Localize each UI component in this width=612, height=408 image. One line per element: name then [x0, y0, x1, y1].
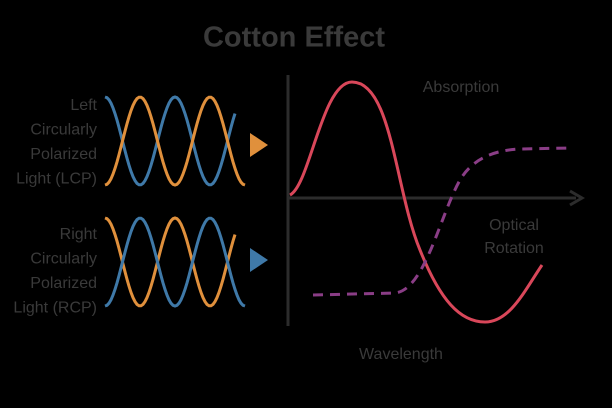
wave [104, 95, 246, 187]
label-line: Light (RCP) [13, 300, 97, 317]
rcp-arrow [250, 248, 268, 272]
optical-rotation-label: Rotation [484, 240, 544, 257]
wave [104, 95, 237, 187]
wave [104, 216, 237, 308]
title: Cotton Effect [203, 22, 385, 54]
x-axis-arrow [569, 189, 585, 207]
lcp-label: Left Circularly Polarized Light (LCP) [16, 97, 97, 188]
absorption-curve [289, 80, 544, 324]
optical-rotation-curve [312, 146, 573, 297]
optical-rotation-label: Optical [489, 217, 539, 234]
label-line: Polarized [30, 146, 97, 163]
label-line: Right [60, 226, 98, 243]
x-axis-label: Wavelength [359, 346, 443, 363]
label-line: Polarized [30, 275, 97, 292]
rcp-label: Right Circularly Polarized Light (RCP) [13, 226, 97, 317]
wave [104, 216, 246, 308]
label-line: Circularly [30, 122, 97, 139]
lcp-arrow [250, 133, 268, 157]
label-line: Circularly [30, 251, 97, 268]
waves [104, 95, 246, 308]
absorption-label: Absorption [423, 79, 500, 96]
label-line: Light (LCP) [16, 171, 97, 188]
label-line: Left [70, 97, 97, 114]
